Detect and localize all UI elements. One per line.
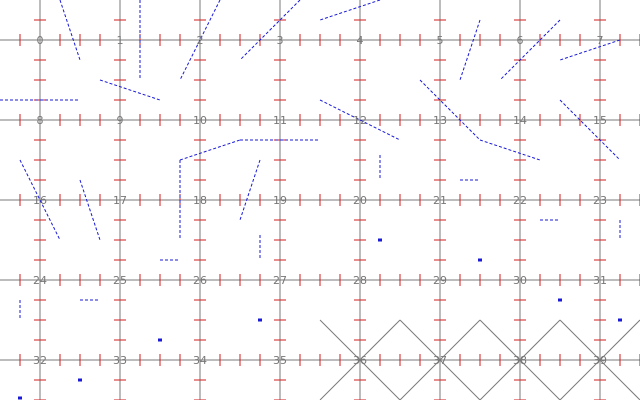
dashed-segment xyxy=(179,139,241,161)
cell-label-10: 10 xyxy=(193,114,207,127)
cross-diagonal xyxy=(399,319,481,400)
dashed-segment xyxy=(99,79,161,101)
cell-label-17: 17 xyxy=(113,194,127,207)
cell-label-31: 31 xyxy=(593,274,607,287)
cell-label-38: 38 xyxy=(513,354,527,367)
dashed-segment xyxy=(319,0,381,21)
crossed-diagonals xyxy=(319,319,640,400)
tick-marks xyxy=(19,19,640,400)
dots xyxy=(18,238,622,400)
dot xyxy=(78,378,82,382)
cell-label-15: 15 xyxy=(593,114,607,127)
dot xyxy=(378,238,382,242)
cell-label-19: 19 xyxy=(273,194,287,207)
cell-label-26: 26 xyxy=(193,274,207,287)
cross-diagonal xyxy=(319,319,401,400)
dashed-segment xyxy=(479,139,541,161)
cell-label-8: 8 xyxy=(37,114,44,127)
cell-label-6: 6 xyxy=(517,34,524,47)
cell-label-18: 18 xyxy=(193,194,207,207)
cell-label-5: 5 xyxy=(437,34,444,47)
dashed-segment xyxy=(559,99,621,161)
dot xyxy=(558,298,562,302)
cell-label-4: 4 xyxy=(357,34,364,47)
cell-label-2: 2 xyxy=(197,34,204,47)
cell-label-25: 25 xyxy=(113,274,127,287)
cell-label-3: 3 xyxy=(277,34,284,47)
cell-label-30: 30 xyxy=(513,274,527,287)
dot xyxy=(158,338,162,342)
cell-label-7: 7 xyxy=(597,34,604,47)
cell-label-23: 23 xyxy=(593,194,607,207)
cell-label-20: 20 xyxy=(353,194,367,207)
cell-label-0: 0 xyxy=(37,34,44,47)
dot xyxy=(478,258,482,262)
dashed-segment xyxy=(79,179,101,241)
cell-label-16: 16 xyxy=(33,194,47,207)
dot xyxy=(18,396,22,400)
cell-label-12: 12 xyxy=(353,114,367,127)
cell-label-35: 35 xyxy=(273,354,287,367)
cell-label-32: 32 xyxy=(33,354,47,367)
cell-label-24: 24 xyxy=(33,274,47,287)
cell-label-39: 39 xyxy=(593,354,607,367)
cell-label-9: 9 xyxy=(117,114,124,127)
cross-diagonal xyxy=(479,319,561,400)
cell-label-29: 29 xyxy=(433,274,447,287)
cell-label-37: 37 xyxy=(433,354,447,367)
cell-label-22: 22 xyxy=(513,194,527,207)
cell-label-33: 33 xyxy=(113,354,127,367)
cell-label-14: 14 xyxy=(513,114,527,127)
dashed-segment xyxy=(239,0,301,61)
cell-label-27: 27 xyxy=(273,274,287,287)
dashed-segment xyxy=(499,19,561,81)
cross-diagonal xyxy=(559,319,640,400)
dot xyxy=(618,318,622,322)
cell-label-21: 21 xyxy=(433,194,447,207)
cell-label-28: 28 xyxy=(353,274,367,287)
dot xyxy=(258,318,262,322)
dashed-segment xyxy=(559,39,621,61)
dashed-segment xyxy=(459,19,481,81)
dashed-segment xyxy=(419,79,481,141)
cell-label-11: 11 xyxy=(273,114,287,127)
dashed-segment xyxy=(59,0,81,61)
cell-label-34: 34 xyxy=(193,354,207,367)
cell-label-1: 1 xyxy=(117,34,124,47)
dashed-segment xyxy=(239,159,261,221)
cell-label-36: 36 xyxy=(353,354,367,367)
dashed-segments xyxy=(0,0,621,320)
cell-label-13: 13 xyxy=(433,114,447,127)
